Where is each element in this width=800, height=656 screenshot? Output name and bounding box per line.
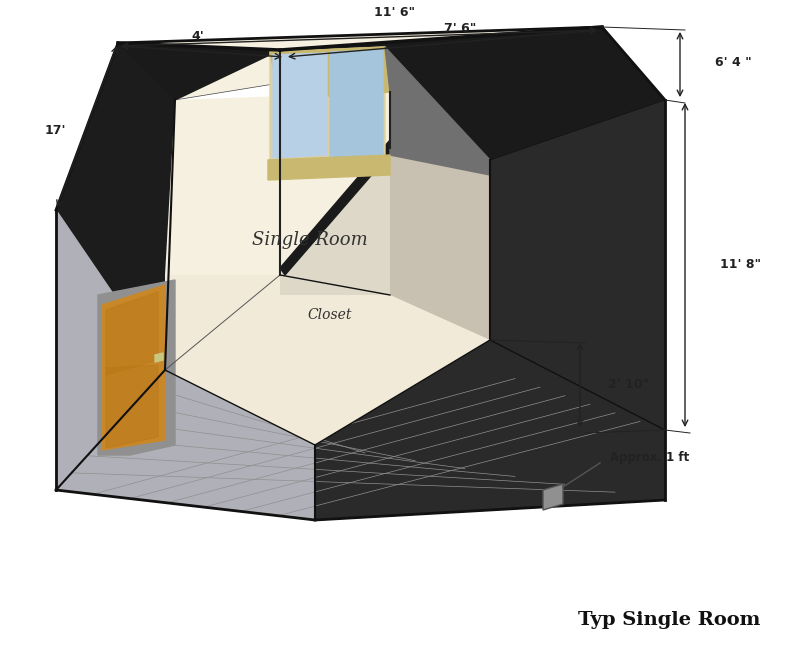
Polygon shape: [390, 92, 490, 340]
Polygon shape: [543, 484, 563, 510]
Polygon shape: [98, 280, 175, 455]
Polygon shape: [118, 27, 665, 160]
Polygon shape: [280, 140, 395, 275]
Text: Approx. 1 ft: Approx. 1 ft: [610, 451, 690, 464]
Polygon shape: [106, 292, 158, 375]
Polygon shape: [165, 92, 390, 275]
Polygon shape: [270, 47, 390, 99]
Polygon shape: [165, 275, 490, 445]
Text: Single Room: Single Room: [252, 231, 368, 249]
Polygon shape: [56, 305, 165, 490]
Polygon shape: [330, 50, 383, 158]
Text: 6' 4 ": 6' 4 ": [715, 56, 752, 68]
Text: 4': 4': [192, 30, 204, 43]
Polygon shape: [118, 43, 280, 100]
Polygon shape: [273, 53, 327, 158]
Polygon shape: [106, 365, 158, 448]
Text: 2' 10": 2' 10": [608, 379, 650, 392]
Text: Closet: Closet: [308, 308, 352, 322]
Polygon shape: [268, 155, 390, 180]
Polygon shape: [490, 27, 665, 430]
Polygon shape: [56, 340, 665, 520]
Polygon shape: [280, 148, 390, 295]
Polygon shape: [315, 100, 665, 520]
Polygon shape: [385, 47, 490, 175]
Text: 17': 17': [44, 123, 66, 136]
Polygon shape: [102, 285, 165, 450]
Text: 11' 6": 11' 6": [374, 7, 415, 20]
Polygon shape: [155, 353, 163, 362]
Polygon shape: [280, 27, 665, 160]
Polygon shape: [56, 210, 315, 520]
Polygon shape: [270, 47, 385, 165]
Polygon shape: [56, 43, 175, 370]
Text: 11' 8": 11' 8": [720, 258, 761, 272]
Text: Typ Single Room: Typ Single Room: [578, 611, 760, 629]
Text: 7' 6": 7' 6": [444, 22, 476, 35]
